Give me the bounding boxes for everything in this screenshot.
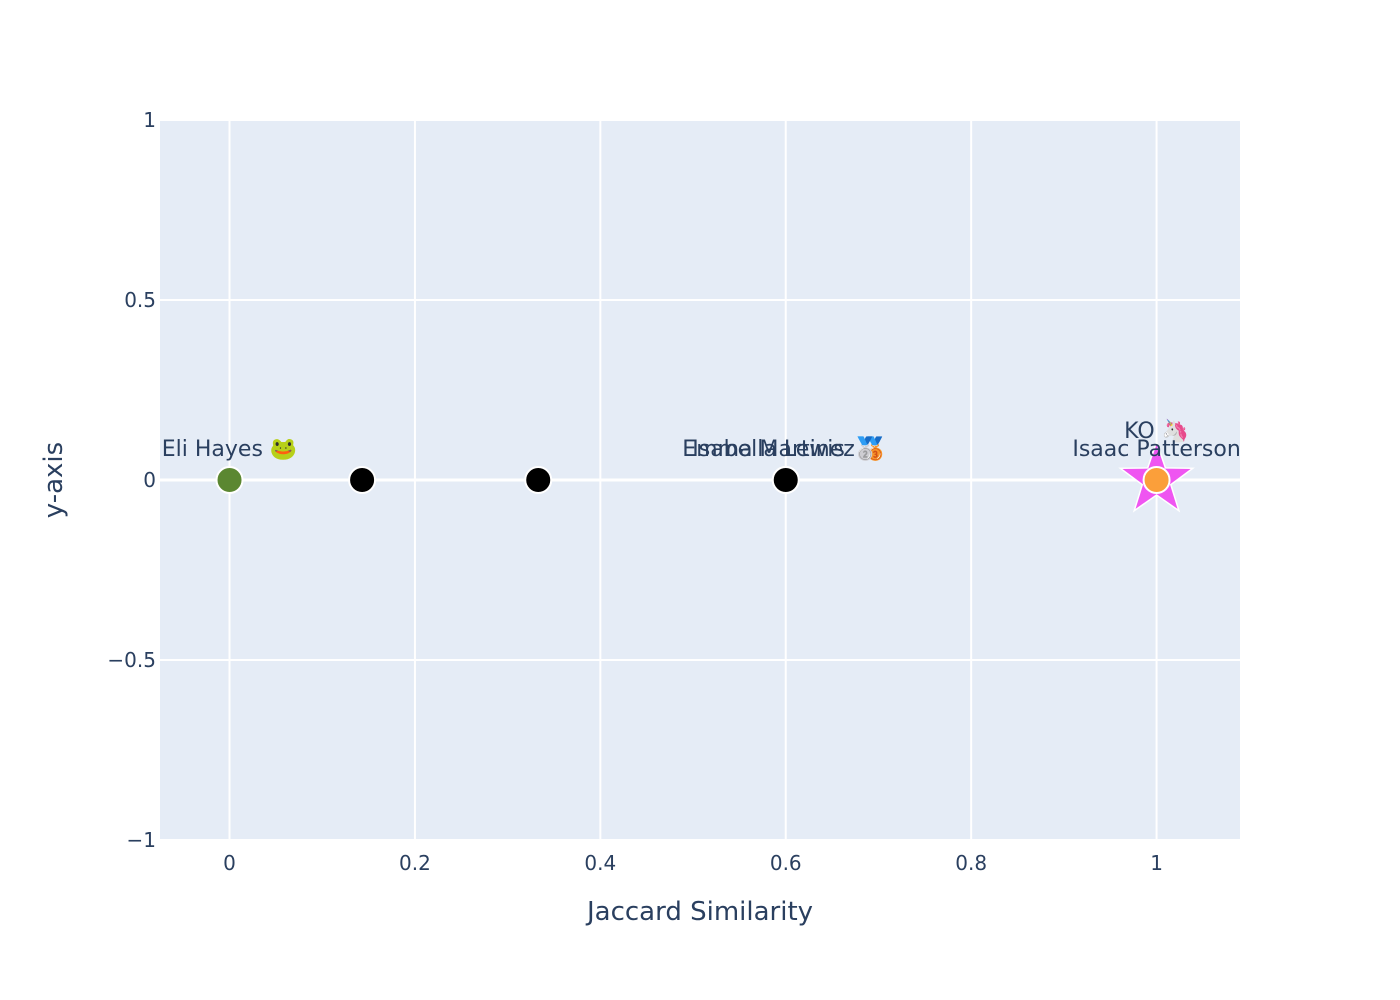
x-tick-labels: 0 0.2 0.4 0.6 0.8 1 bbox=[223, 851, 1163, 875]
x-tick-label: 0.8 bbox=[955, 851, 987, 875]
y-tick-label: 1 bbox=[143, 108, 156, 132]
x-tick-label: 0.2 bbox=[399, 851, 431, 875]
point-labels: Eli Hayes 🐸 Emma Martinez 🥉Isabella Lewis… bbox=[162, 418, 1241, 462]
grid-lines bbox=[160, 119, 1240, 841]
point-marker bbox=[524, 466, 553, 494]
x-tick-label: 0 bbox=[223, 851, 236, 875]
y-tick-label: 0 bbox=[143, 468, 156, 492]
point-marker bbox=[1142, 466, 1171, 494]
point-label: Isabella Lewis 🥈 bbox=[692, 436, 879, 462]
point-label: KO 🦄 bbox=[1124, 418, 1189, 444]
point-label: Emma Martinez 🥉 bbox=[682, 436, 889, 462]
y-tick-labels: −1 −0.5 0 0.5 1 bbox=[107, 108, 156, 852]
x-tick-label: 1 bbox=[1150, 851, 1163, 875]
x-tick-label: 0.4 bbox=[584, 851, 616, 875]
point-marker bbox=[348, 466, 377, 494]
y-axis-title: y-axis bbox=[39, 442, 69, 518]
y-tick-label: 0.5 bbox=[124, 288, 156, 312]
x-tick-label: 0.6 bbox=[770, 851, 802, 875]
point-marker bbox=[215, 466, 244, 494]
y-tick-label: −1 bbox=[127, 828, 156, 852]
x-axis-title: Jaccard Similarity bbox=[585, 897, 813, 927]
y-tick-label: −0.5 bbox=[107, 648, 156, 672]
point-label: Isaac Patterson bbox=[1072, 437, 1240, 462]
data-points bbox=[215, 439, 1195, 513]
point-label: Eli Hayes 🐸 bbox=[162, 437, 298, 462]
point-marker bbox=[771, 466, 800, 494]
